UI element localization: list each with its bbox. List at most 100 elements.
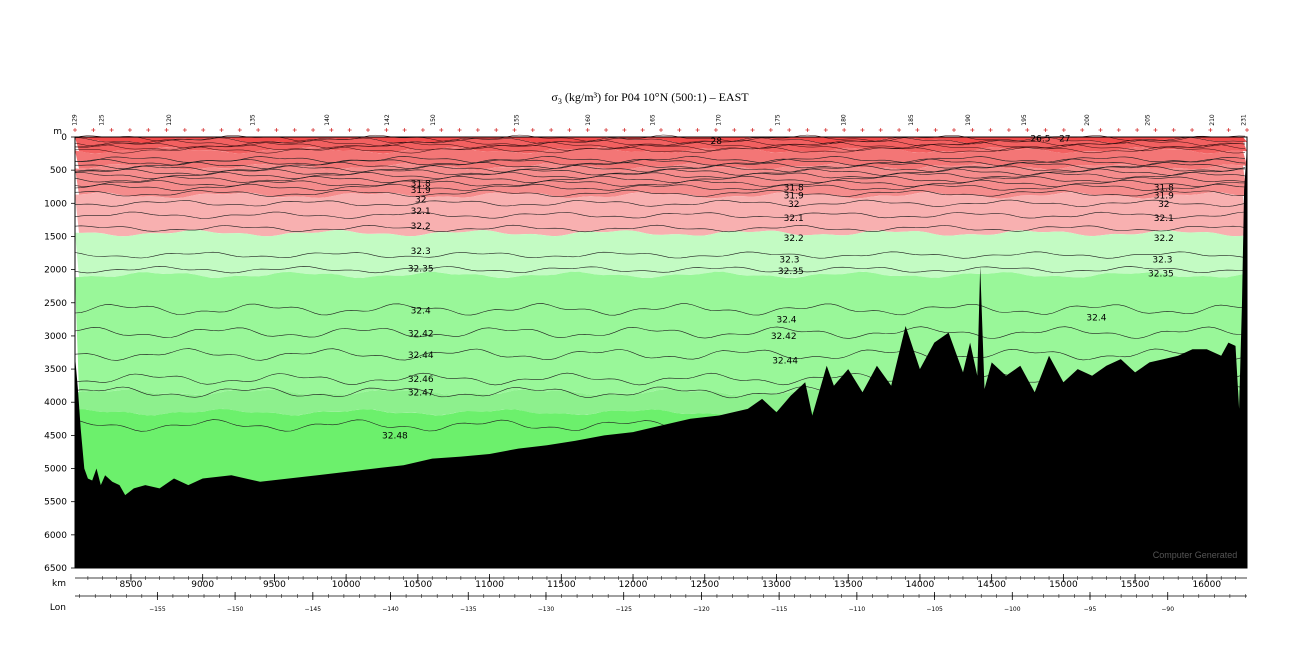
stamp-line-1: WOCE [1186, 526, 1205, 533]
km-tick-label: 13000 [762, 580, 791, 590]
lon-tick-label: −125 [615, 606, 632, 613]
x-unit-label: km [52, 579, 66, 589]
y-tick-label: 0 [61, 133, 67, 143]
station-label: 170 [716, 114, 723, 126]
y-unit-label: m [53, 127, 62, 137]
km-tick-label: 14000 [906, 580, 935, 590]
contour-label: 32.47 [408, 388, 434, 398]
y-tick-label: 2000 [44, 266, 67, 276]
lon-tick-label: −110 [849, 606, 866, 613]
contour-label: 26.5 [1030, 134, 1050, 144]
contour-label: 32.2 [784, 234, 804, 244]
contour-labels: 3232.132.232.332.3532.432.4232.4432.4632… [382, 134, 1174, 441]
contour-label: 31.9 [784, 191, 804, 201]
contour-label: 32.3 [411, 247, 431, 257]
contour-label: 27 [1059, 134, 1070, 144]
contour-label: 32 [1158, 200, 1169, 210]
km-tick-label: 9500 [263, 580, 286, 590]
isopycnal-line [74, 175, 1246, 184]
km-tick-label: 12000 [619, 580, 648, 590]
lon-tick-label: −105 [926, 606, 943, 613]
station-label: 120 [166, 114, 173, 126]
isopycnal-line [74, 224, 1246, 233]
station-label: 195 [1021, 114, 1028, 126]
station-label: 175 [774, 114, 781, 126]
station-label: 160 [585, 114, 592, 126]
station-label: 125 [99, 114, 106, 126]
lon-tick-label: −115 [771, 606, 788, 613]
density-band [75, 229, 1247, 279]
station-label: 140 [324, 114, 331, 126]
y-tick-label: 500 [50, 166, 67, 176]
density-band [75, 137, 1247, 144]
contour-label: 32.35 [1148, 270, 1174, 280]
lon-axis-label: Lon [50, 603, 66, 613]
isopycnal-line [74, 251, 1246, 259]
lon-tick-label: −90 [1161, 606, 1174, 613]
stamp-line-3: Atlas [1188, 543, 1203, 550]
surface-isopycnal-line [74, 146, 1246, 154]
contour-label: 32.3 [779, 256, 799, 266]
lon-tick-label: −140 [382, 606, 399, 613]
isopycnal-line [74, 168, 1246, 176]
contour-label: 32.2 [411, 222, 431, 232]
contour-label: 32.4 [411, 307, 431, 317]
svg-text:σ3 (kg/m³) for P04 10°N (500:1: σ3 (kg/m³) for P04 10°N (500:1) – EAST [551, 90, 749, 106]
y-tick-label: 1500 [44, 233, 67, 243]
lon-tick-label: −95 [1084, 606, 1097, 613]
contour-label: 32.3 [1152, 256, 1172, 266]
lon-tick-label: −155 [149, 606, 166, 613]
station-label: 165 [650, 114, 657, 126]
y-tick-label: 3000 [44, 332, 67, 342]
contour-label: 32 [788, 200, 799, 210]
isopycnal-line [74, 179, 1246, 188]
lon-tick-label: −150 [227, 606, 244, 613]
surface-isopycnal-line [74, 144, 1246, 152]
y-tick-label: 2500 [44, 299, 67, 309]
contour-label: 32.35 [408, 264, 434, 274]
seafloor [75, 137, 1247, 568]
isopycnal-line [74, 348, 1246, 361]
km-tick-label: 10500 [403, 580, 432, 590]
lon-tick-label: −100 [1004, 606, 1021, 613]
isopycnal-line [74, 165, 1246, 173]
chart-title: σ3 (kg/m³) for P04 10°N (500:1) – EAST [551, 90, 749, 106]
km-tick-label: 11000 [475, 580, 504, 590]
km-tick-label: 16000 [1192, 580, 1221, 590]
lon-tick-label: −135 [460, 606, 477, 613]
km-tick-label: 14500 [977, 580, 1006, 590]
isopycnal-line [74, 183, 1246, 192]
contour-label: 32.4 [776, 315, 796, 325]
contour-label: 32.2 [1154, 234, 1174, 244]
km-tick-label: 10000 [332, 580, 361, 590]
contour-label: 31.8 [411, 179, 431, 189]
station-label: 205 [1145, 114, 1152, 126]
station-label: 150 [430, 114, 437, 126]
contour-label: 31.8 [1154, 183, 1174, 193]
station-label: 190 [965, 114, 972, 126]
km-tick-label: 8500 [119, 580, 142, 590]
contour-label: 28 [710, 137, 722, 147]
y-tick-label: 1000 [44, 199, 67, 209]
lon-tick-label: −130 [538, 606, 555, 613]
surface-isopycnal-line [74, 137, 1246, 145]
contour-label: 31.9 [1154, 191, 1174, 201]
station-label: 231 [1241, 114, 1248, 126]
surface-isopycnal-line [74, 141, 1246, 149]
contour-label: 32.4 [1086, 313, 1106, 323]
y-tick-label: 4500 [44, 431, 67, 441]
km-tick-label: 15500 [1121, 580, 1150, 590]
title-prefix: σ [551, 90, 558, 104]
contour-label: 32.44 [408, 351, 434, 361]
contour-label: 32 [415, 195, 426, 205]
km-tick-label: 15000 [1049, 580, 1078, 590]
contour-label: 31.9 [411, 186, 431, 196]
contour-label: 32.42 [771, 332, 797, 342]
y-tick-label: 6500 [44, 564, 67, 574]
station-label: 200 [1084, 114, 1091, 126]
station-label: 135 [249, 114, 256, 126]
contour-label: 32.42 [408, 329, 434, 339]
isopycnal-line [74, 158, 1246, 166]
contour-label: 31.8 [784, 183, 804, 193]
stamp-line-2: HYDROGRAPHIC [1171, 534, 1219, 541]
